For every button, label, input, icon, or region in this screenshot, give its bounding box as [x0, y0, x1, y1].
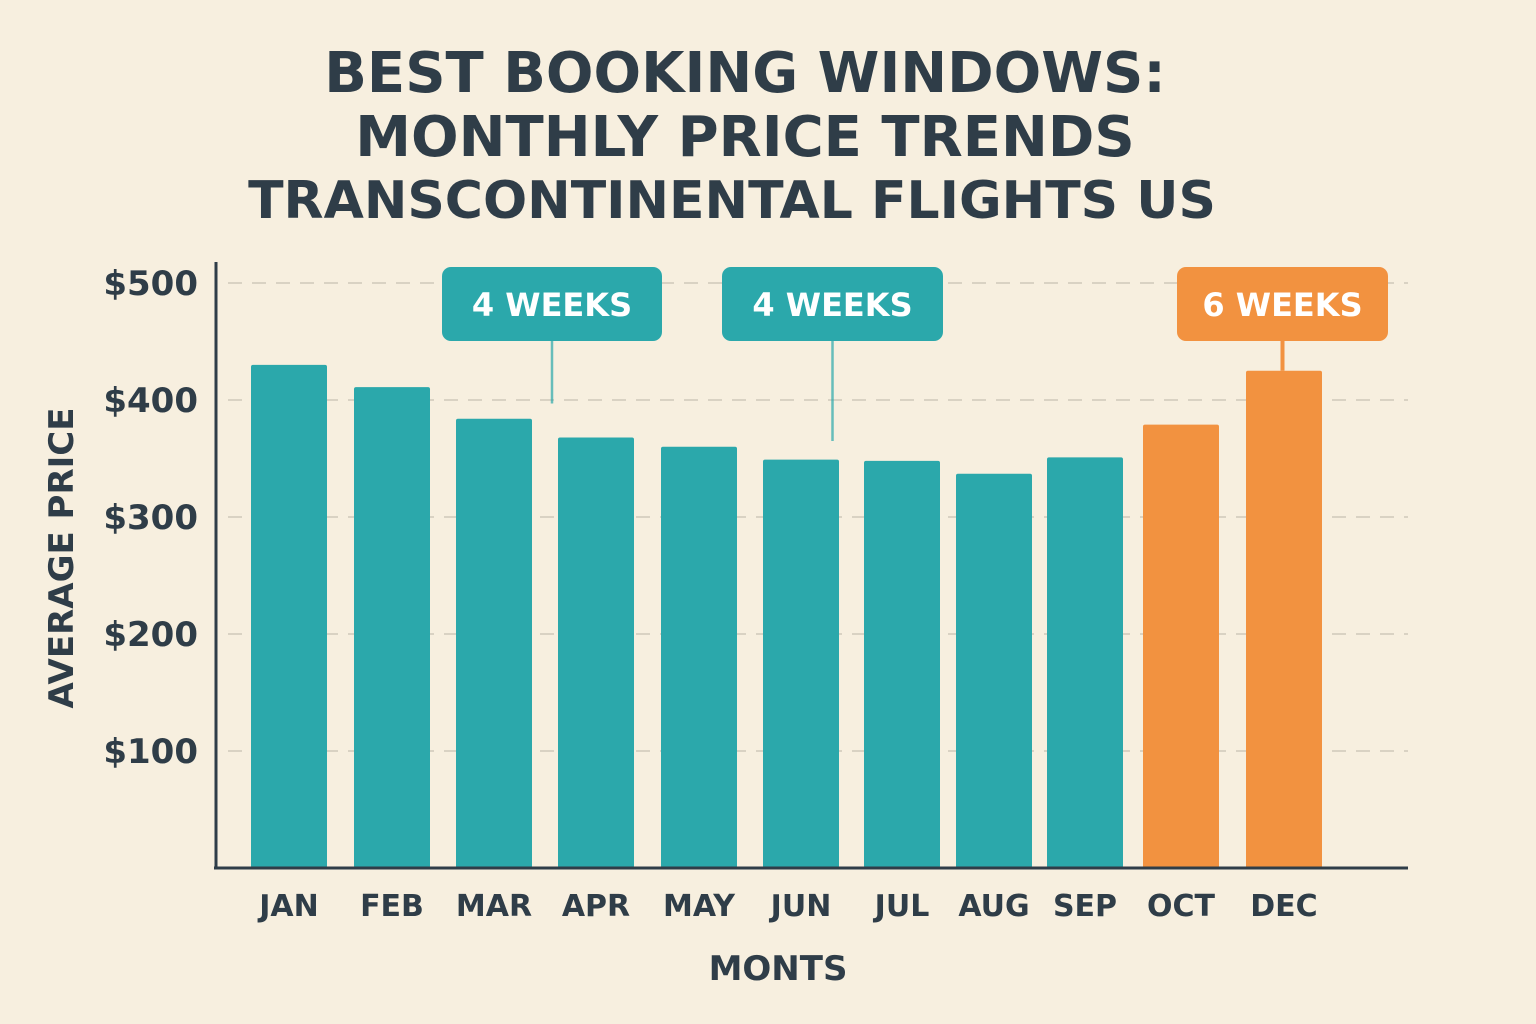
bar-mar: [456, 418, 532, 868]
x-axis-title: MONTS: [709, 949, 848, 989]
callout-label: 4 WEEKS: [752, 286, 912, 324]
axes: [214, 262, 1408, 870]
bar-jun: [763, 459, 839, 868]
y-axis-title: AVERAGE PRICE: [42, 408, 82, 709]
chart-title: BEST BOOKING WINDOWS: MONTHLY PRICE TREN…: [248, 41, 1216, 231]
x-tick-labels: JAN FEB MAR APR MAY JUN JUL AUG SEP OCT DEC: [257, 889, 1317, 924]
callout-box: [442, 267, 662, 341]
callout-label: 6 WEEKS: [1202, 286, 1362, 324]
callouts: 4 WEEKS 4 WEEKS 6 WEEKS: [442, 267, 1388, 441]
x-tick-label: AUG: [958, 889, 1029, 924]
title-line-3: TRANSCONTINENTAL FLIGHTS US: [248, 171, 1216, 231]
bar-jul: [864, 460, 940, 868]
bar-jan: [251, 364, 327, 868]
callout: 4 WEEKS: [722, 267, 943, 441]
y-tick-label: $100: [103, 732, 198, 772]
x-tick-label: MAY: [663, 889, 736, 924]
bar-apr: [558, 437, 634, 868]
bar-may: [661, 446, 737, 868]
bar-sep: [1047, 457, 1123, 868]
y-tick-label: $300: [103, 498, 198, 538]
callout: 4 WEEKS: [442, 267, 662, 404]
title-line-1: BEST BOOKING WINDOWS:: [324, 41, 1165, 106]
x-tick-label: MAR: [456, 889, 532, 924]
bar-oct: [1143, 424, 1219, 868]
x-tick-label: JUL: [873, 889, 930, 924]
x-tick-label: JUN: [769, 889, 832, 924]
x-tick-label: FEB: [360, 889, 424, 924]
y-tick-label: $500: [103, 264, 198, 304]
x-tick-label: SEP: [1053, 889, 1117, 924]
x-tick-label: JAN: [257, 889, 319, 924]
bar-feb: [354, 387, 430, 868]
callout-label: 4 WEEKS: [472, 286, 632, 324]
callout-box: [722, 267, 943, 341]
callout: 6 WEEKS: [1177, 267, 1388, 371]
bar-aug: [956, 473, 1032, 868]
x-tick-label: DEC: [1250, 889, 1317, 924]
x-tick-label: APR: [562, 889, 630, 924]
y-tick-label: $200: [103, 615, 198, 655]
bars: [251, 364, 1322, 868]
title-line-2: MONTHLY PRICE TRENDS: [355, 105, 1134, 170]
callout-box: [1177, 267, 1388, 341]
x-tick-label: OCT: [1147, 889, 1216, 924]
y-tick-labels: $100 $200 $300 $400 $500: [103, 264, 198, 772]
y-tick-label: $400: [103, 381, 198, 421]
bar-dec: [1246, 370, 1322, 868]
